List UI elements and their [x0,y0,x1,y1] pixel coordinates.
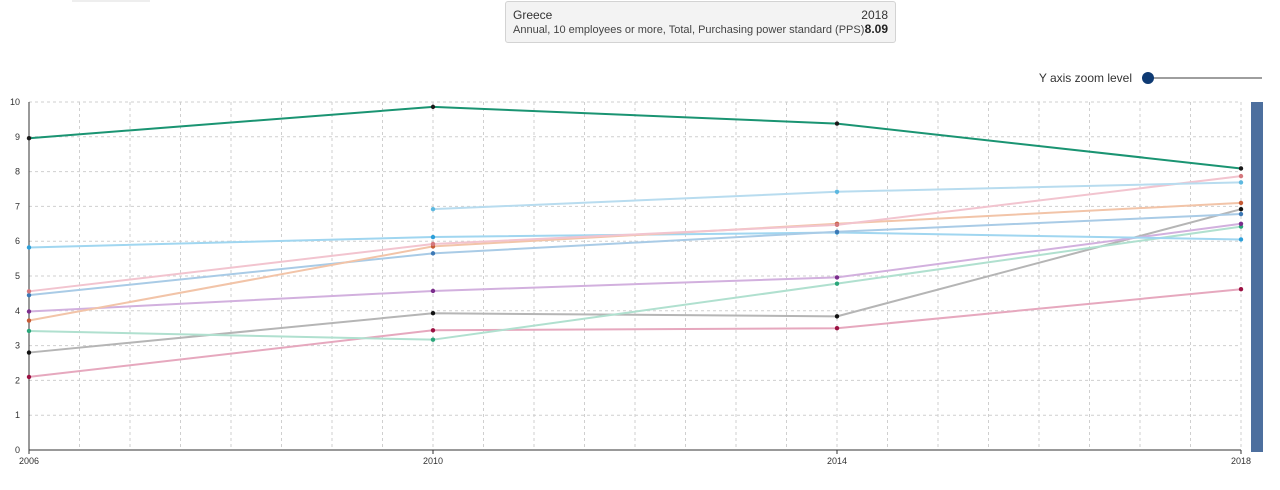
y-tick-label: 1 [15,410,20,420]
data-point[interactable] [1238,166,1244,171]
data-point[interactable] [430,311,436,316]
data-point[interactable] [430,288,436,294]
tooltip-description: Annual, 10 employees or more, Total, Pur… [513,24,865,36]
y-tick-label: 3 [15,341,20,351]
chart-scrollbar[interactable] [1251,102,1263,452]
data-point[interactable] [1238,237,1244,242]
y-tick-label: 2 [15,375,20,385]
series-line[interactable] [28,208,1242,354]
x-tick-label: 2010 [423,456,443,466]
data-point[interactable] [26,350,32,355]
data-point[interactable] [26,292,32,298]
data-point[interactable] [1238,221,1244,226]
data-point[interactable] [834,121,840,126]
y-tick-label: 8 [15,167,20,177]
y-axis-zoom-control: Y axis zoom level [1039,70,1262,86]
data-point[interactable] [834,314,840,319]
series-line[interactable] [28,222,1242,313]
data-point[interactable] [26,374,32,380]
data-point[interactable] [430,234,436,240]
data-point[interactable] [1238,211,1244,217]
data-point[interactable] [430,337,436,342]
data-point[interactable] [834,281,840,286]
series-series-8[interactable] [26,224,1244,342]
tooltip-country: Greece [513,8,553,22]
y-tick-label: 5 [15,271,20,281]
series-greece[interactable] [26,104,1244,171]
x-tick-label: 2006 [19,456,39,466]
y-tick-label: 4 [15,306,20,316]
y-tick-label: 9 [15,132,20,142]
data-point[interactable] [1238,206,1244,212]
series-series-4[interactable] [26,200,1244,323]
series-line[interactable] [28,175,1242,293]
data-point[interactable] [430,328,436,333]
y-tick-label: 7 [15,201,20,211]
data-point[interactable] [1238,200,1244,206]
data-point[interactable] [834,326,840,331]
top-strip [72,0,150,2]
series-series-5[interactable] [26,211,1244,298]
data-point[interactable] [834,222,840,228]
data-point[interactable] [430,251,436,256]
zoom-slider-handle[interactable] [1142,72,1154,84]
data-point[interactable] [834,189,840,194]
data-point[interactable] [1238,287,1244,292]
x-tick-label: 2018 [1231,456,1251,466]
data-point[interactable] [26,245,32,250]
series-series-2[interactable] [430,180,1244,212]
zoom-slider-track[interactable] [1146,77,1262,79]
series-series-9[interactable] [26,206,1244,355]
data-point[interactable] [26,289,32,294]
data-point[interactable] [834,275,840,280]
axes: 0 1 2 3 4 5 6 7 8 9 10 2006 2010 2014 2018 [10,97,1251,466]
series-line[interactable] [28,225,1242,341]
data-point[interactable] [834,229,840,235]
x-tick-label: 2014 [827,456,847,466]
data-point[interactable] [26,309,32,314]
data-point[interactable] [1238,180,1244,185]
data-point[interactable] [430,104,436,110]
zoom-slider[interactable] [1142,70,1262,86]
tooltip-value: 8.09 [864,22,888,36]
grid [28,101,1242,450]
series-line[interactable] [28,213,1242,297]
series-group [26,104,1244,380]
y-tick-label: 10 [10,97,20,107]
data-point[interactable] [26,318,32,323]
data-tooltip: Greece 2018 Annual, 10 employees or more… [505,1,896,43]
data-point[interactable] [430,206,436,212]
series-series-3[interactable] [26,173,1244,294]
y-tick-label: 6 [15,236,20,246]
tooltip-year: 2018 [861,8,888,22]
data-point[interactable] [1238,173,1244,179]
y-tick-label: 0 [15,445,20,455]
series-line[interactable] [28,105,1242,170]
series-series-7[interactable] [26,221,1244,314]
zoom-label: Y axis zoom level [1038,71,1132,85]
series-series-10[interactable] [26,287,1244,380]
series-line[interactable] [28,288,1242,378]
data-point[interactable] [26,328,32,334]
data-point[interactable] [26,135,32,141]
data-point[interactable] [430,241,436,247]
